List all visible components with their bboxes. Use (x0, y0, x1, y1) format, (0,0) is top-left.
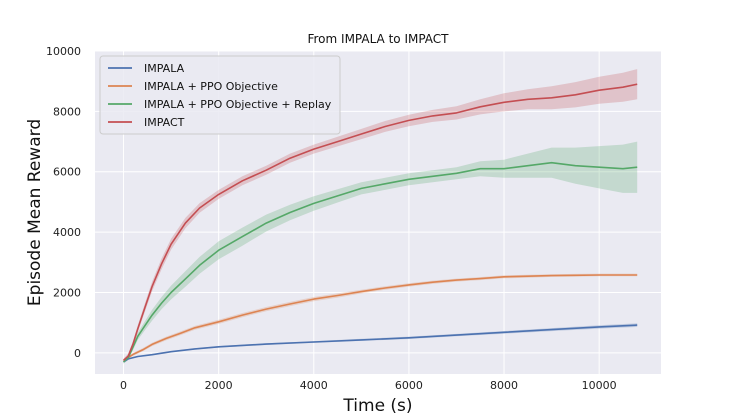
y-tick-label: 8000 (53, 105, 81, 118)
x-tick-label: 8000 (490, 379, 518, 392)
legend-label-2: IMPALA + PPO Objective + Replay (144, 98, 332, 111)
x-tick-label: 6000 (395, 379, 423, 392)
legend-box (99, 55, 341, 135)
y-tick-label: 0 (74, 347, 81, 360)
series-band-0 (123, 323, 638, 363)
series-line-0 (123, 324, 638, 363)
series-line-1 (123, 274, 638, 362)
y-tick-label: 10000 (46, 45, 81, 58)
x-axis-label: Time (s) (342, 396, 412, 416)
y-axis-label: Episode Mean Reward (25, 119, 45, 306)
tick-labels: 0 2000 4000 6000 8000 10000 0 2000 4000 6000 8000 1… (46, 45, 617, 392)
y-tick-label: 4000 (53, 226, 81, 239)
legend: IMPALA IMPALA + PPO Objective IMPALA + PPO… (99, 55, 341, 135)
y-tick-label: 6000 (53, 166, 81, 179)
series-lines (122, 83, 638, 363)
x-tick-label: 0 (120, 379, 127, 392)
chart-title: From IMPALA to IMPACT (307, 32, 449, 46)
legend-label-1: IMPALA + PPO Objective (144, 80, 278, 93)
series-band-2 (123, 141, 638, 364)
series-band-1 (123, 273, 638, 362)
y-tick-label: 2000 (53, 286, 81, 299)
series-line-2 (122, 161, 638, 363)
legend-label-3: IMPACT (144, 116, 185, 129)
x-tick-label: 4000 (300, 379, 328, 392)
x-tick-label: 10000 (582, 379, 617, 392)
series-line-3 (122, 83, 638, 361)
legend-label-0: IMPALA (144, 62, 185, 75)
x-tick-label: 2000 (205, 379, 233, 392)
